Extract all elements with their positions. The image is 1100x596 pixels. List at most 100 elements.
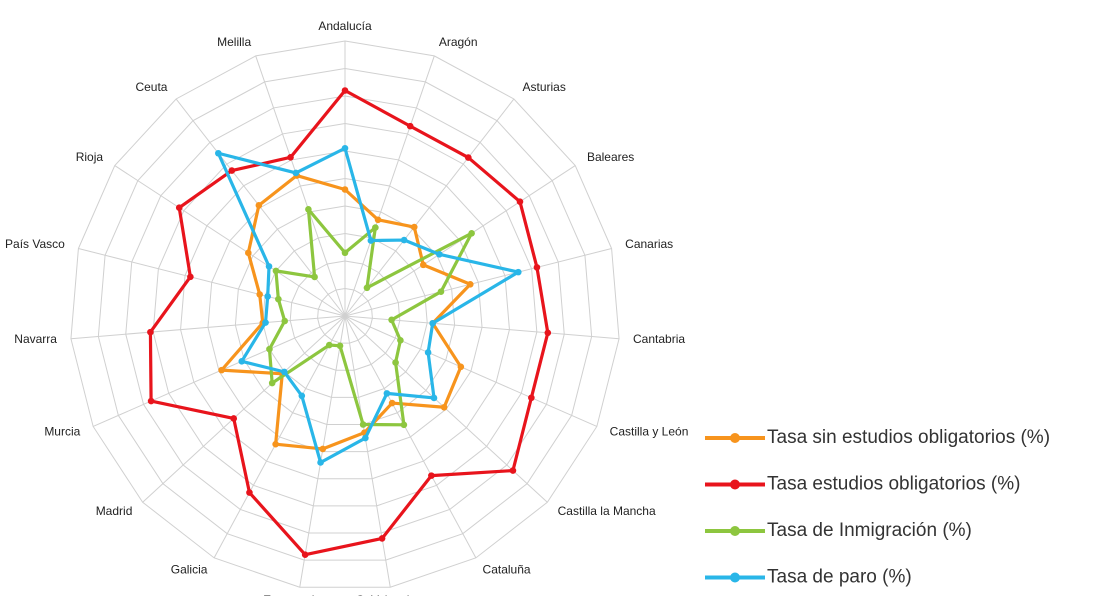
series-point [428, 472, 435, 479]
series-line [267, 207, 474, 427]
series-point [275, 295, 282, 303]
spoke [344, 315, 391, 588]
series-point [392, 359, 399, 366]
series-point [362, 434, 369, 442]
series-point [378, 535, 386, 542]
series-point [533, 264, 541, 271]
series-point [281, 368, 288, 376]
category-label: País Vasco [5, 237, 65, 251]
series-point [367, 237, 375, 244]
grid-ring [317, 287, 373, 344]
series-point [266, 345, 273, 353]
series-point [264, 293, 271, 300]
series-point [388, 316, 395, 324]
spoke [114, 165, 346, 317]
series-point [372, 224, 379, 231]
series-point [287, 154, 294, 161]
series-point [419, 261, 427, 269]
series-point [341, 87, 349, 94]
spoke [213, 315, 346, 559]
series-line [216, 146, 520, 465]
grid-ring [152, 122, 538, 507]
series-line [148, 88, 550, 557]
category-label: Aragón [439, 35, 478, 49]
series-point [468, 229, 475, 237]
legend-label: Tasa de Inmigración (%) [767, 520, 972, 541]
series-point [256, 291, 263, 298]
category-label: Cataluña [483, 562, 531, 576]
spoke [344, 248, 612, 317]
series-point [147, 328, 154, 336]
series-point [228, 167, 236, 174]
legend-swatch-dot [730, 526, 740, 536]
series-point [383, 390, 391, 397]
category-label: Melilla [217, 35, 251, 49]
series-point [272, 267, 280, 275]
category-label: C. Valenciana [356, 593, 430, 596]
series-point [265, 263, 273, 270]
grid-ring [289, 260, 401, 371]
category-label: Navarra [14, 332, 57, 346]
series-point [245, 249, 252, 257]
legend-swatch-dot [730, 479, 740, 490]
series-point [436, 251, 443, 258]
grid-ring [125, 95, 565, 534]
series-point [514, 268, 522, 276]
series-point [528, 394, 535, 402]
legend-label: Tasa estudios obligatorios (%) [767, 474, 1020, 495]
series-point [255, 202, 263, 209]
series-point [424, 349, 432, 356]
series-point [187, 273, 194, 281]
spoke [344, 98, 515, 317]
series-point [400, 236, 408, 244]
category-label: Canarias [625, 237, 673, 251]
legend-swatch-dot [730, 433, 740, 443]
series-point [336, 342, 344, 350]
series-point [319, 445, 327, 453]
legend-label: Tasa sin estudios obligatorios (%) [767, 427, 1050, 448]
series-line [219, 173, 472, 451]
spoke [70, 315, 346, 340]
series-point [440, 403, 448, 411]
series-point [410, 223, 418, 231]
grid-ring [262, 232, 428, 398]
series-point [292, 169, 300, 177]
category-label: Rioja [76, 150, 104, 164]
grid-ring [70, 40, 620, 588]
category-label: Ceuta [135, 80, 167, 94]
series-point [509, 467, 517, 474]
spoke [78, 248, 346, 317]
series-point [272, 440, 279, 448]
series-point [374, 216, 382, 224]
legend-label: Tasa de paro (%) [767, 567, 912, 588]
series-point [238, 357, 246, 365]
category-label: Cantabria [633, 332, 685, 346]
category-label: Castilla y León [610, 424, 689, 438]
category-label: Andalucía [318, 19, 372, 33]
series-point [215, 149, 222, 157]
series-point [359, 421, 367, 428]
series-point [298, 392, 306, 400]
series-point [175, 204, 183, 212]
category-label: Castilla la Mancha [558, 504, 656, 518]
series-point [430, 394, 438, 402]
spoke [344, 315, 477, 559]
spoke [344, 55, 435, 317]
category-label: Murcia [44, 424, 80, 438]
series-point [218, 366, 225, 374]
series-point [437, 288, 445, 295]
series-point [516, 198, 524, 205]
category-label: Madrid [96, 504, 133, 518]
legend-swatch-dot [730, 572, 740, 583]
series-point [363, 284, 371, 292]
series-point [429, 319, 436, 327]
series-point [317, 459, 324, 466]
grid-ring [180, 150, 510, 480]
spoke [344, 315, 598, 427]
series-point [400, 421, 408, 429]
series-point [147, 397, 155, 405]
series-point [465, 154, 472, 161]
series-point [281, 317, 289, 325]
series-point [305, 206, 312, 213]
